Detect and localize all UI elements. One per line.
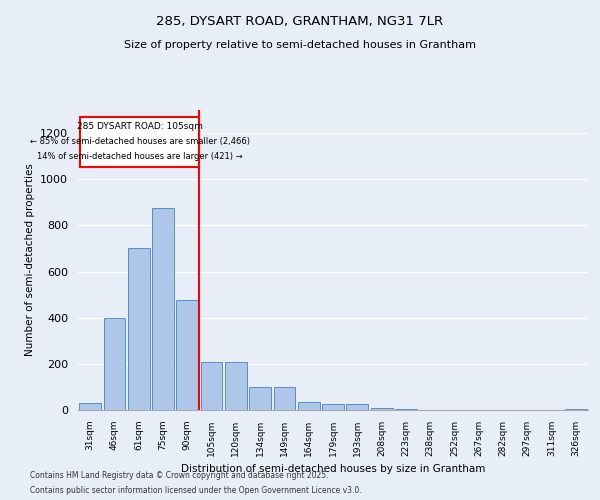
Text: Size of property relative to semi-detached houses in Grantham: Size of property relative to semi-detach…: [124, 40, 476, 50]
Bar: [128, 248, 149, 410]
Bar: [298, 402, 320, 410]
Bar: [322, 404, 344, 410]
Bar: [225, 362, 247, 410]
Bar: [79, 403, 101, 410]
Y-axis label: Number of semi-detached properties: Number of semi-detached properties: [25, 164, 35, 356]
Text: 14% of semi-detached houses are larger (421) →: 14% of semi-detached houses are larger (…: [37, 152, 243, 161]
Bar: [565, 409, 587, 410]
Bar: [346, 404, 368, 410]
Text: Contains public sector information licensed under the Open Government Licence v3: Contains public sector information licen…: [30, 486, 362, 495]
Text: Contains HM Land Registry data © Crown copyright and database right 2025.: Contains HM Land Registry data © Crown c…: [30, 471, 329, 480]
Bar: [104, 318, 125, 410]
Bar: [274, 387, 295, 410]
Text: 285, DYSART ROAD, GRANTHAM, NG31 7LR: 285, DYSART ROAD, GRANTHAM, NG31 7LR: [157, 15, 443, 28]
Bar: [200, 362, 223, 410]
Bar: [395, 409, 417, 410]
Bar: [371, 408, 392, 410]
X-axis label: Distribution of semi-detached houses by size in Grantham: Distribution of semi-detached houses by …: [181, 464, 485, 474]
Text: ← 85% of semi-detached houses are smaller (2,466): ← 85% of semi-detached houses are smalle…: [30, 137, 250, 146]
Bar: [176, 300, 198, 410]
Bar: [80, 117, 199, 166]
Bar: [152, 208, 174, 410]
Text: 285 DYSART ROAD: 105sqm: 285 DYSART ROAD: 105sqm: [77, 122, 203, 132]
Bar: [249, 387, 271, 410]
